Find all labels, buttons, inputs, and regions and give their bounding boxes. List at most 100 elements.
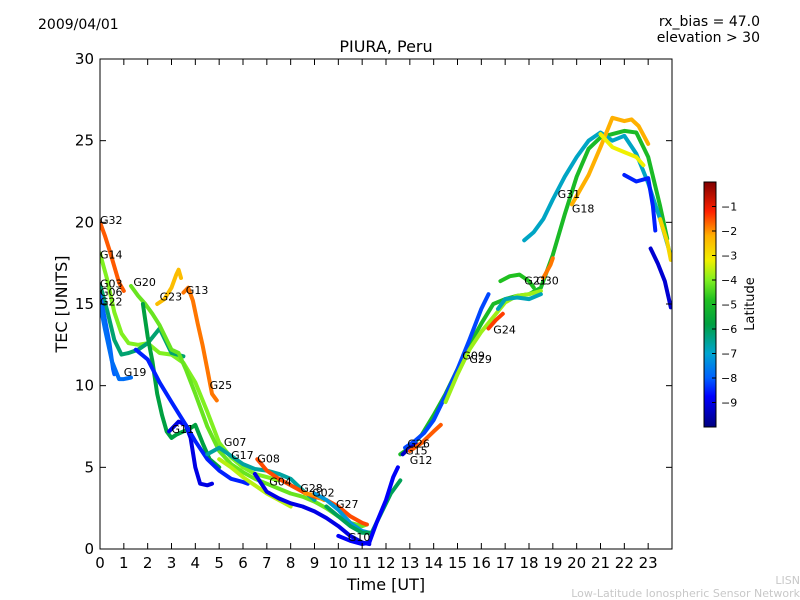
sat-label-g20: G20	[133, 276, 156, 289]
y-axis-label: TEC [UNITS]	[52, 256, 71, 354]
series-g13	[181, 285, 219, 403]
x-tick-label: 6	[238, 554, 248, 572]
sat-label-g14: G14	[100, 248, 123, 261]
colorbar-tick-label: −7	[721, 348, 737, 361]
series-g32	[100, 220, 126, 293]
series-g25	[133, 347, 250, 486]
x-tick-label: 21	[591, 554, 610, 572]
sat-label-g09: G09	[462, 350, 485, 363]
colorbar-tick-label: −8	[721, 372, 737, 385]
series-g31	[522, 130, 672, 254]
x-tick-label: 7	[262, 554, 272, 572]
x-axis-label: Time [UT]	[346, 575, 425, 594]
x-tick-label: 16	[472, 554, 491, 572]
sat-label-g10: G10	[348, 531, 371, 544]
sat-label-g32: G32	[100, 214, 123, 227]
colorbar-ticks: −1 −2 −3 −4 −5 −6 −7 −8 −9	[712, 201, 737, 410]
sat-label-g02: G02	[312, 487, 335, 500]
sat-label-g24: G24	[493, 323, 516, 336]
x-tick-label: 23	[639, 554, 658, 572]
sat-label-g17: G17	[231, 449, 254, 462]
y-tick-label: 5	[84, 458, 94, 476]
sat-label-g08: G08	[257, 452, 280, 465]
sat-label-g22: G22	[100, 296, 123, 309]
sat-label-g07: G07	[224, 436, 247, 449]
sat-label-g04: G04	[269, 475, 292, 488]
plot-frame	[99, 58, 673, 550]
y-tick-label: 30	[75, 50, 94, 68]
series-g05	[598, 132, 646, 168]
credit: LISN Low-Latitude Ionospheric Sensor Net…	[571, 574, 800, 600]
x-tick-label: 15	[448, 554, 467, 572]
series-g23	[155, 267, 183, 306]
y-tick-label: 10	[75, 377, 94, 395]
series-g30	[541, 256, 555, 280]
series-g18	[569, 115, 651, 207]
y-tick-label: 20	[75, 213, 94, 231]
series-g01	[622, 173, 658, 233]
x-tick-label: 18	[519, 554, 538, 572]
series-g33	[648, 246, 672, 310]
y-axis: 0 5 10 15 20 25 30	[75, 50, 672, 558]
series-g07	[205, 445, 317, 502]
sat-label-g27: G27	[336, 498, 359, 511]
sat-label-g19: G19	[124, 366, 147, 379]
x-tick-label: 3	[167, 554, 177, 572]
sat-label-g23: G23	[160, 291, 183, 304]
x-tick-label: 19	[543, 554, 562, 572]
sat-label-g29: G29	[469, 353, 492, 366]
sat-label-g03: G03	[100, 278, 123, 291]
sat-label-g31: G31	[558, 188, 581, 201]
x-tick-label: 8	[286, 554, 296, 572]
x-axis: 0 1 2 3 4 5 6 7 8 9 10 11 12 13 14 15 16 17 18 19 20 21 22 23	[95, 59, 658, 572]
colorbar-label: Latitude	[743, 277, 758, 331]
x-tick-label: 4	[191, 554, 201, 572]
elevation-label: elevation > 30	[656, 30, 760, 46]
series-g15	[403, 292, 491, 450]
sat-label-g30: G30	[536, 274, 559, 287]
series-g34	[658, 217, 672, 262]
series-g19	[140, 302, 222, 470]
series-g29	[443, 288, 543, 404]
x-tick-label: 1	[119, 554, 129, 572]
x-tick-label: 2	[143, 554, 153, 572]
series-g21	[498, 272, 536, 290]
y-tick-label: 25	[75, 132, 94, 150]
sat-label-g21: G21	[524, 274, 547, 287]
x-tick-label: 10	[329, 554, 348, 572]
y-tick-label: 15	[75, 295, 94, 313]
series-layer	[100, 115, 672, 547]
colorbar-tick-label: −1	[721, 201, 737, 214]
date-label: 2009/04/01	[38, 17, 119, 33]
x-tick-label: 0	[95, 554, 105, 572]
chart-title: PIURA, Peru	[339, 37, 432, 56]
series-g04	[252, 471, 372, 547]
series-g12	[407, 422, 443, 453]
x-tick-label: 22	[615, 554, 634, 572]
rx-bias-label: rx_bias = 47.0	[658, 14, 760, 30]
sat-label-g28: G28	[300, 482, 323, 495]
credit-org-short: LISN	[775, 574, 800, 587]
series-g09	[486, 311, 505, 331]
colorbar-tick-label: −6	[721, 323, 737, 336]
series-g22	[100, 302, 133, 382]
colorbar-tick-label: −5	[721, 299, 737, 312]
sat-label-g25: G25	[210, 379, 233, 392]
series-g11	[167, 419, 214, 488]
sat-label-g18: G18	[572, 203, 595, 216]
processing-info: rx_bias = 47.0 elevation > 30	[657, 14, 760, 46]
series-g24	[496, 292, 543, 311]
colorbar: −1 −2 −3 −4 −5 −6 −7 −8 −9 Latitude	[703, 181, 758, 428]
sat-label-g15: G15	[405, 444, 428, 457]
sat-label-g26: G26	[407, 438, 430, 451]
sat-label-g12: G12	[410, 454, 433, 467]
sat-label-g11: G11	[172, 423, 195, 436]
x-tick-label: 12	[376, 554, 395, 572]
colorbar-tick-label: −3	[721, 250, 737, 263]
x-tick-label: 13	[400, 554, 419, 572]
series-g27	[324, 478, 403, 535]
x-tick-label: 20	[567, 554, 586, 572]
x-tick-label: 9	[310, 554, 320, 572]
